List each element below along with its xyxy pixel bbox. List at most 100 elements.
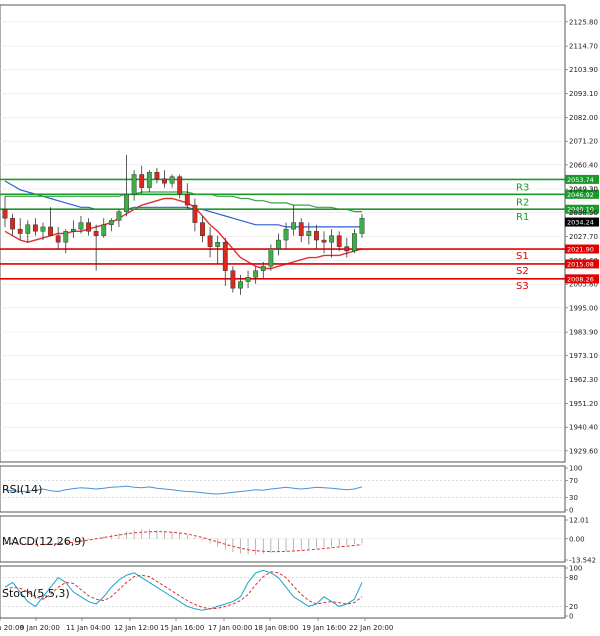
time-tick-label: 15 Jan 16:00 <box>160 624 204 632</box>
candle-body <box>93 231 99 236</box>
stoch-k-line <box>4 569 363 611</box>
price-tick-label: 2005.80 <box>569 281 598 289</box>
candle-body <box>78 222 84 230</box>
candle-body <box>169 176 175 184</box>
candle-body <box>314 231 319 241</box>
candle-body <box>162 178 167 184</box>
candle-body <box>276 239 281 250</box>
level-price-label: 2040.10 <box>567 206 594 214</box>
candle-body <box>48 226 53 236</box>
level-price-label: 2053.74 <box>567 176 594 184</box>
indicator-tick-label: 0 <box>569 613 573 621</box>
candle-body <box>124 193 129 212</box>
rsi-pane-frame <box>0 465 566 513</box>
time-tick-label: 17 Jan 00:00 <box>208 624 252 632</box>
indicator-tick-label: 100 <box>569 565 582 573</box>
level-label-s3: S3 <box>516 281 529 292</box>
candle-body <box>344 246 350 252</box>
price-tick-label: 2125.80 <box>569 18 598 26</box>
candle-body <box>32 224 38 232</box>
level-price-badge <box>565 189 599 199</box>
rsi-line <box>4 485 363 495</box>
candle-body <box>306 231 312 236</box>
current-price-badge <box>565 217 599 227</box>
candle-body <box>25 224 31 234</box>
time-tick-label: 11 Jan 04:00 <box>66 624 110 632</box>
price-tick-label: 2082.00 <box>569 114 598 122</box>
candle-body <box>131 174 137 195</box>
candle-body <box>260 266 266 271</box>
macd-label: MACD(12,26,9) <box>2 535 86 548</box>
price-tick-label: 1940.40 <box>569 424 598 432</box>
candle-body <box>154 172 160 180</box>
stoch-d-line <box>4 571 363 610</box>
candle-body <box>245 277 251 282</box>
candle-body <box>359 217 365 234</box>
candle-body <box>2 209 8 219</box>
candle-body <box>268 248 274 267</box>
level-label-s1: S1 <box>516 251 529 262</box>
level-price-badge <box>565 259 599 269</box>
candle-body <box>63 231 69 243</box>
candle-body <box>108 220 114 225</box>
candle-body <box>70 228 76 232</box>
rsi-label: RSI(14) <box>2 483 42 496</box>
indicator-tick-label: 0.00 <box>569 535 585 543</box>
candle-body <box>184 193 190 206</box>
time-tick-label: 18 Jan 08:00 <box>254 624 298 632</box>
price-tick-label: 2114.70 <box>569 43 598 51</box>
candle-body <box>291 222 297 230</box>
price-tick-label: 1983.90 <box>569 329 598 337</box>
candle-body <box>238 281 243 289</box>
candle-body <box>200 222 205 236</box>
candle-body <box>253 270 259 278</box>
candle-body <box>283 228 289 241</box>
macd-signal-line <box>5 531 363 553</box>
price-tick-label: 1995.00 <box>569 304 598 312</box>
candle-body <box>86 222 91 232</box>
level-label-r3: R3 <box>516 182 529 193</box>
indicator-tick-label: 30 <box>569 494 578 502</box>
candle-body <box>101 224 107 236</box>
price-tick-label: 1973.10 <box>569 352 598 360</box>
candle-body <box>139 174 145 188</box>
price-tick-label: 1951.20 <box>569 400 598 408</box>
price-tick-label: 2060.40 <box>569 161 598 169</box>
candle-body <box>40 226 46 232</box>
price-tick-label: 1929.60 <box>569 447 598 455</box>
time-tick-label: 9 Jan 20:00 <box>20 624 60 632</box>
price-tick-label: 2049.30 <box>569 186 598 194</box>
time-tick-label: 22 Jan 20:00 <box>349 624 393 632</box>
time-tick-label: 19 Jan 16:00 <box>302 624 346 632</box>
time-tick-label: 8 Jan 20:00 <box>0 624 24 632</box>
candle-body <box>321 239 327 243</box>
level-price-label: 2046.92 <box>567 191 594 199</box>
candle-body <box>146 172 152 188</box>
level-price-badge <box>565 204 599 214</box>
candle-body <box>177 176 183 195</box>
stoch-label: Stoch(5,5,3) <box>2 587 70 600</box>
level-label-r1: R1 <box>516 212 529 223</box>
candle-body <box>215 242 221 247</box>
time-tick-label: 12 Jan 12:00 <box>114 624 158 632</box>
indicator-tick-label: 80 <box>569 574 578 582</box>
current-price-label: 2034.24 <box>567 219 594 227</box>
overlapped-price-tick: 2049.30 <box>569 186 598 194</box>
candle-body <box>230 270 236 289</box>
indicator-tick-label: 12.01 <box>569 517 589 525</box>
level-price-label: 2015.08 <box>567 260 594 268</box>
overlapped-price-tick: 2038.50 <box>569 209 598 217</box>
level-label-r2: R2 <box>516 197 529 208</box>
level-price-badge <box>565 174 599 184</box>
price-tick-label: 1962.30 <box>569 376 598 384</box>
candle-body <box>17 228 23 234</box>
candle-body <box>298 222 304 236</box>
candle-body <box>10 217 15 230</box>
candle-body <box>192 204 198 223</box>
candle-body <box>116 211 122 221</box>
moving-average-line-3 <box>5 191 362 213</box>
candle-body <box>55 235 61 243</box>
candle-body <box>352 233 357 252</box>
